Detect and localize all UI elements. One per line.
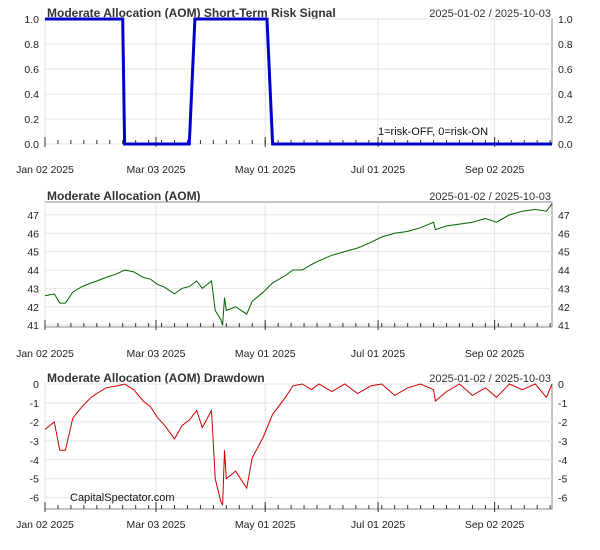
x-tick-label: Mar 03 2025 <box>127 164 186 176</box>
x-tick-label: Jan 02 2025 <box>16 164 74 176</box>
y-tick-label: 43 <box>558 283 570 295</box>
y-tick-label: 41 <box>27 320 39 332</box>
y-tick-label: 0.6 <box>24 64 39 76</box>
y-tick-label: 0.8 <box>558 39 573 51</box>
series-line <box>44 383 553 506</box>
y-axis-right: 0.0 0.2 0.4 0.6 0.8 1.0 <box>558 14 573 151</box>
drawdown-panel: Moderate Allocation (AOM) Drawdown 2025-… <box>16 371 567 531</box>
y-axis-left: -6 -5 -4 -3 -2 -1 0 <box>30 379 40 505</box>
x-tick-label: Jul 01 2025 <box>351 164 405 176</box>
y-tick-label: 46 <box>27 228 39 240</box>
y-tick-label: 46 <box>558 228 570 240</box>
x-tick-label: Mar 03 2025 <box>127 519 186 531</box>
y-tick-label: 0.4 <box>558 89 573 101</box>
y-tick-label: -6 <box>30 493 39 505</box>
y-tick-label: 45 <box>558 247 570 259</box>
y-tick-label: 0.2 <box>24 114 39 126</box>
y-tick-label: -1 <box>30 398 39 410</box>
risk-signal-panel: Moderate Allocation (AOM) Short-Term Ris… <box>16 6 573 176</box>
y-tick-label: 1.0 <box>558 14 573 26</box>
x-axis: Jan 02 2025 Mar 03 2025 May 01 2025 Jul 01 … <box>16 502 551 531</box>
x-tick-label: Sep 02 2025 <box>465 348 525 360</box>
chart-title: Moderate Allocation (AOM) Drawdown <box>47 371 265 385</box>
series-lines <box>44 203 553 326</box>
y-tick-label: 43 <box>27 283 39 295</box>
y-tick-label: -4 <box>558 455 567 467</box>
y-tick-label: -3 <box>558 436 567 448</box>
y-tick-label: 0 <box>558 379 564 391</box>
y-tick-label: 0.8 <box>24 39 39 51</box>
x-tick-label: May 01 2025 <box>235 164 296 176</box>
x-tick-label: Mar 03 2025 <box>127 348 186 360</box>
watermark: CapitalSpectator.com <box>70 492 175 504</box>
x-tick-label: Jul 01 2025 <box>351 519 405 531</box>
y-tick-label: 42 <box>27 302 39 314</box>
signal-legend-note: 1=risk-OFF, 0=risk-ON <box>378 126 488 138</box>
series-line <box>45 17 552 146</box>
y-tick-label: -1 <box>558 398 567 410</box>
y-tick-label: 0.2 <box>558 114 573 126</box>
y-tick-label: 0.0 <box>24 139 39 151</box>
x-tick-label: May 01 2025 <box>235 348 296 360</box>
series-lines <box>45 17 552 146</box>
y-tick-label: 1.0 <box>24 14 39 26</box>
y-tick-label: -3 <box>30 436 39 448</box>
y-tick-label: -6 <box>558 493 567 505</box>
y-tick-label: 0.0 <box>558 139 573 151</box>
y-tick-label: -5 <box>30 474 39 486</box>
x-tick-label: Sep 02 2025 <box>465 164 525 176</box>
y-axis-right: 41 42 43 44 45 46 47 <box>558 210 570 332</box>
x-tick-label: Jan 02 2025 <box>16 348 74 360</box>
y-tick-label: -2 <box>558 417 567 429</box>
date-range: 2025-01-02 / 2025-10-03 <box>429 191 551 203</box>
y-tick-label: 0.4 <box>24 89 39 101</box>
y-tick-label: 47 <box>558 210 570 222</box>
y-axis-right: -6 -5 -4 -3 -2 -1 0 <box>558 379 567 505</box>
chart-title: Moderate Allocation (AOM) Short-Term Ris… <box>47 6 336 20</box>
y-tick-label: -2 <box>30 417 39 429</box>
y-axis-left: 41 42 43 44 45 46 47 <box>27 210 39 332</box>
x-tick-label: Jul 01 2025 <box>351 348 405 360</box>
x-tick-label: Jan 02 2025 <box>16 519 74 531</box>
grid <box>44 18 552 145</box>
y-tick-label: 41 <box>558 320 570 332</box>
y-tick-label: 47 <box>27 210 39 222</box>
grid <box>44 383 552 509</box>
x-tick-label: Sep 02 2025 <box>465 519 525 531</box>
x-axis: Jan 02 2025 Mar 03 2025 May 01 2025 Jul 01 … <box>16 320 551 360</box>
y-tick-label: 45 <box>27 247 39 259</box>
series-line <box>44 203 553 326</box>
y-axis-left: 0.0 0.2 0.4 0.6 0.8 1.0 <box>24 14 39 151</box>
y-tick-label: 44 <box>27 265 39 277</box>
series-lines <box>44 383 553 506</box>
y-tick-label: 42 <box>558 302 570 314</box>
y-tick-label: 0.6 <box>558 64 573 76</box>
y-tick-label: -5 <box>558 474 567 486</box>
y-tick-label: -4 <box>30 455 39 467</box>
y-tick-label: 44 <box>558 265 570 277</box>
price-panel: Moderate Allocation (AOM) 2025-01-02 / 2… <box>16 189 570 360</box>
date-range: 2025-01-02 / 2025-10-03 <box>429 373 551 385</box>
y-tick-label: 0 <box>33 379 39 391</box>
chart-title: Moderate Allocation (AOM) <box>47 189 201 203</box>
x-tick-label: May 01 2025 <box>235 519 296 531</box>
date-range: 2025-01-02 / 2025-10-03 <box>429 8 551 20</box>
